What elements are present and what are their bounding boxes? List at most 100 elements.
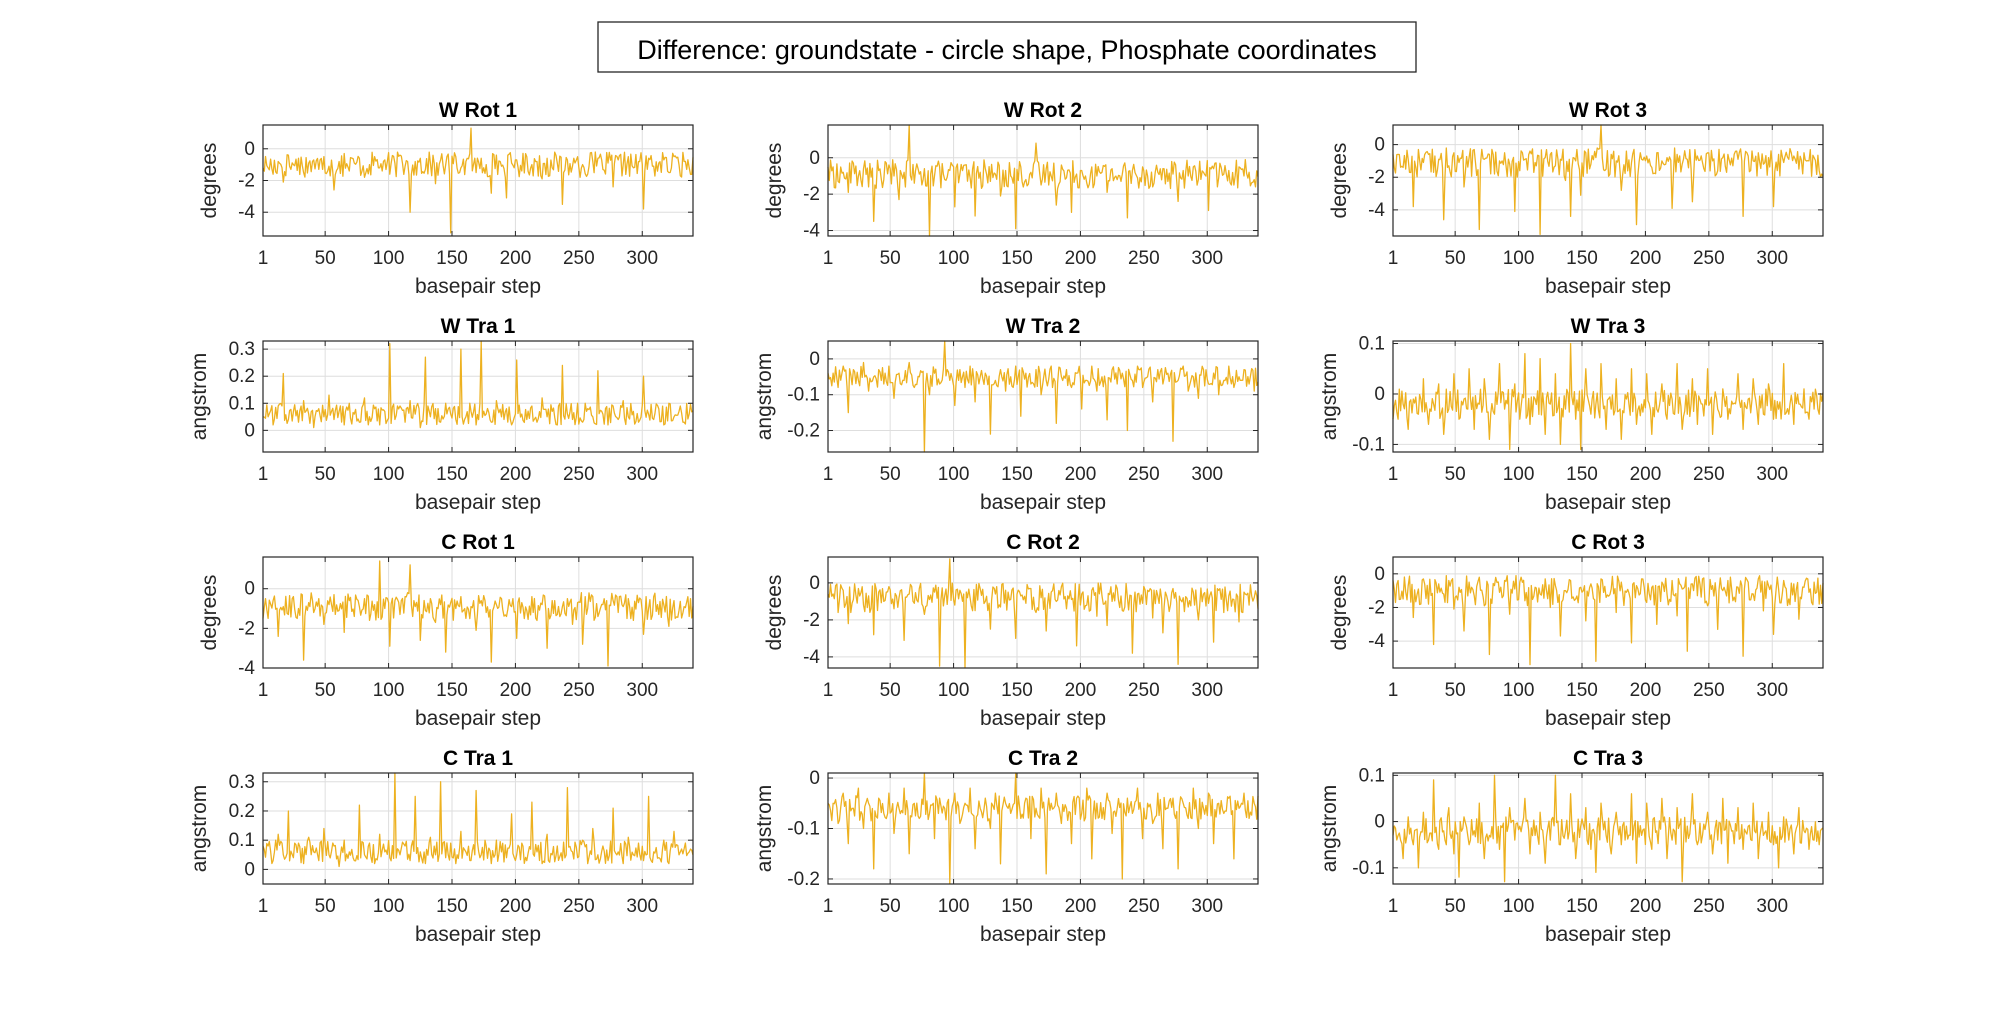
- x-tick-label: 50: [1445, 248, 1466, 269]
- subplot-title: C Tra 1: [443, 747, 513, 770]
- subplot-w-tra-3: 1 50 100 150 200 250 300-0.100.1W Tra 3basepai…: [1318, 315, 1824, 514]
- subplot-title: W Tra 1: [441, 315, 516, 338]
- x-tick-label: 250: [1693, 248, 1725, 269]
- x-tick-label: 100: [938, 248, 970, 269]
- subplot-title: W Rot 1: [439, 99, 517, 122]
- y-tick-label: -4: [1368, 200, 1385, 221]
- x-tick-label: 200: [1065, 896, 1097, 917]
- subplot-c-tra-3: 1 50 100 150 200 250 300-0.100.1C Tra 3basepai…: [1318, 747, 1824, 946]
- y-axis-label: degrees: [763, 143, 786, 219]
- x-tick-label: 250: [563, 680, 595, 701]
- plot-area: [828, 341, 1258, 452]
- x-tick-label: 100: [373, 896, 405, 917]
- subplot-w-tra-2: 1 50 100 150 200 250 300-0.2-0.10W Tra 2basepa…: [753, 315, 1259, 514]
- x-axis-label: basepair step: [415, 707, 541, 730]
- x-tick-label: 50: [880, 248, 901, 269]
- x-tick-label: 150: [1566, 896, 1598, 917]
- x-tick-label: 300: [626, 680, 658, 701]
- subplot-title: C Rot 2: [1006, 531, 1080, 554]
- subplot-title: W Tra 3: [1571, 315, 1646, 338]
- y-axis-label: degrees: [198, 143, 221, 219]
- plot-area: [263, 773, 693, 884]
- axes-frame: [827, 340, 1259, 453]
- x-axis-label: basepair step: [980, 923, 1106, 946]
- x-axis-label: basepair step: [415, 275, 541, 298]
- x-tick-label: 200: [1065, 680, 1097, 701]
- x-tick-label: 100: [373, 248, 405, 269]
- plot-area: [828, 125, 1258, 236]
- series-line: [1392, 342, 1824, 451]
- x-tick-label: 200: [500, 896, 532, 917]
- plot-area: [1393, 341, 1823, 452]
- axes-frame: [262, 556, 694, 669]
- series-line: [1392, 574, 1824, 666]
- y-tick-label: -0.1: [1352, 434, 1385, 455]
- x-axis-label: basepair step: [415, 923, 541, 946]
- x-tick-label: 50: [1445, 896, 1466, 917]
- x-tick-label: 250: [1128, 248, 1160, 269]
- x-tick-label: 250: [563, 248, 595, 269]
- figure-title-text: Difference: groundstate - circle shape, …: [637, 35, 1376, 65]
- y-tick-label: -4: [803, 647, 820, 668]
- x-tick-label: 250: [1693, 464, 1725, 485]
- x-tick-label: 150: [1566, 464, 1598, 485]
- y-tick-label: -4: [238, 202, 255, 223]
- x-tick-label: 250: [1693, 680, 1725, 701]
- y-tick-label: -2: [803, 184, 820, 205]
- x-tick-label: 300: [1191, 680, 1223, 701]
- x-tick-label: 150: [436, 248, 468, 269]
- x-tick-label: 200: [1630, 248, 1662, 269]
- y-axis-label: angstrom: [188, 353, 211, 441]
- x-tick-label: 300: [1756, 896, 1788, 917]
- y-tick-label: 0: [1374, 384, 1385, 405]
- y-axis-label: angstrom: [1318, 353, 1341, 441]
- x-tick-label: 200: [500, 680, 532, 701]
- x-tick-label: 300: [1191, 896, 1223, 917]
- y-tick-label: 0: [1374, 564, 1385, 585]
- x-tick-label: 1: [1388, 248, 1399, 269]
- x-tick-label: 1: [823, 248, 834, 269]
- x-tick-label: 1: [258, 248, 269, 269]
- plot-area: [263, 341, 693, 452]
- y-tick-label: -0.2: [787, 421, 820, 442]
- x-tick-label: 200: [500, 248, 532, 269]
- x-tick-label: 250: [1128, 464, 1160, 485]
- subplot-title: W Tra 2: [1006, 315, 1081, 338]
- y-tick-label: -2: [1368, 597, 1385, 618]
- x-tick-label: 1: [258, 896, 269, 917]
- x-tick-label: 1: [823, 896, 834, 917]
- x-tick-label: 50: [315, 248, 336, 269]
- axes-frame: [1392, 556, 1824, 669]
- y-axis-label: degrees: [1328, 143, 1351, 219]
- y-tick-label: -4: [803, 221, 820, 242]
- x-tick-label: 100: [1503, 896, 1535, 917]
- x-tick-label: 250: [1693, 896, 1725, 917]
- x-tick-label: 50: [880, 896, 901, 917]
- x-tick-label: 150: [1001, 248, 1033, 269]
- x-axis-label: basepair step: [415, 491, 541, 514]
- x-tick-label: 150: [1001, 680, 1033, 701]
- series-line: [262, 560, 694, 667]
- y-tick-label: -0.2: [787, 869, 820, 890]
- axes-frame: [827, 124, 1259, 237]
- y-tick-label: 0.1: [229, 830, 255, 851]
- y-axis-label: degrees: [198, 575, 221, 651]
- plot-area: [828, 557, 1258, 668]
- axes-frame: [1392, 340, 1824, 453]
- x-tick-label: 150: [1566, 680, 1598, 701]
- x-axis-label: basepair step: [980, 491, 1106, 514]
- x-axis-label: basepair step: [980, 275, 1106, 298]
- series-line: [262, 772, 694, 868]
- x-tick-label: 100: [1503, 680, 1535, 701]
- y-axis-label: angstrom: [753, 785, 776, 873]
- y-axis-label: degrees: [1328, 575, 1351, 651]
- y-tick-label: 0.2: [229, 801, 255, 822]
- y-tick-label: 0.1: [1359, 334, 1385, 355]
- y-tick-label: 0.1: [229, 393, 255, 414]
- y-axis-label: degrees: [763, 575, 786, 651]
